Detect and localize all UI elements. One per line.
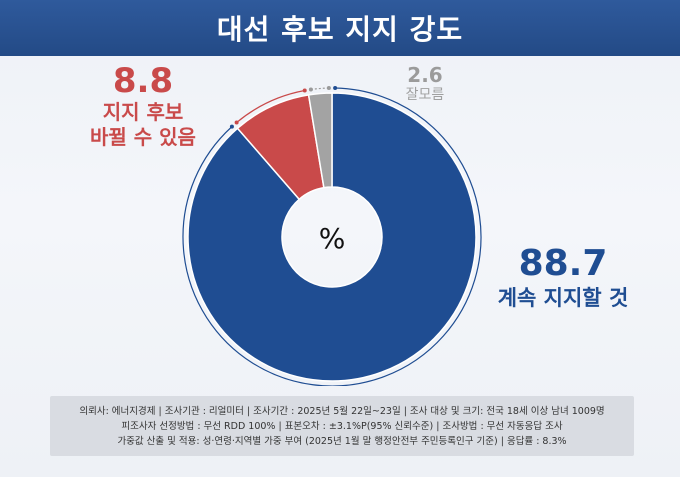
arc-keep-support (182, 87, 482, 386)
red-text-line2: 바뀔 수 있음 (90, 125, 196, 149)
chart-title: 대선 후보 지지 강도 (216, 13, 464, 46)
arc-dont-know-dot-start (308, 87, 313, 92)
title-banner: 대선 후보 지지 강도 (0, 0, 680, 56)
arc-dont-know (310, 87, 329, 91)
arc-may-change-dot-end (302, 88, 307, 93)
arc-keep-support-dot-end (229, 124, 234, 129)
arc-keep-support-dot-start (333, 86, 338, 91)
gray-label: 2.6 잘모름 (395, 64, 455, 104)
blue-value-label: 88.7 (518, 243, 608, 284)
arc-dont-know-dot-end (326, 86, 331, 91)
slice-dont-know (307, 92, 333, 189)
red-label: 8.8 지지 후보 바뀔 수 있음 (88, 62, 198, 150)
center-unit-label: % (318, 222, 346, 255)
slice-keep-support (187, 92, 477, 382)
donut-chart (182, 86, 482, 386)
arc-may-change-dot-start (234, 120, 239, 125)
gray-text-label: 잘모름 (405, 87, 445, 103)
red-text-line1: 지지 후보 (102, 100, 184, 124)
blue-text-label: 계속 지지할 것 (497, 286, 629, 310)
survey-info-line2: 피조사자 선정방법 : 무선 RDD 100% | 표본오차 : ±3.1%P(… (121, 420, 563, 432)
survey-info-box: 의뢰사: 에너지경제 | 조사기관 : 리얼미터 | 조사기간 : 2025년 … (50, 396, 634, 456)
survey-info-line3: 가중값 산출 및 적용: 성·연령·지역별 가중 부여 (2025년 1월 말 … (117, 435, 567, 447)
survey-info-line1: 의뢰사: 에너지경제 | 조사기관 : 리얼미터 | 조사기간 : 2025년 … (79, 405, 605, 417)
arc-may-change (236, 89, 305, 123)
blue-label: 88.7 계속 지지할 것 (488, 244, 638, 312)
red-value-label: 8.8 (112, 61, 174, 101)
gray-value-label: 2.6 (407, 63, 443, 87)
